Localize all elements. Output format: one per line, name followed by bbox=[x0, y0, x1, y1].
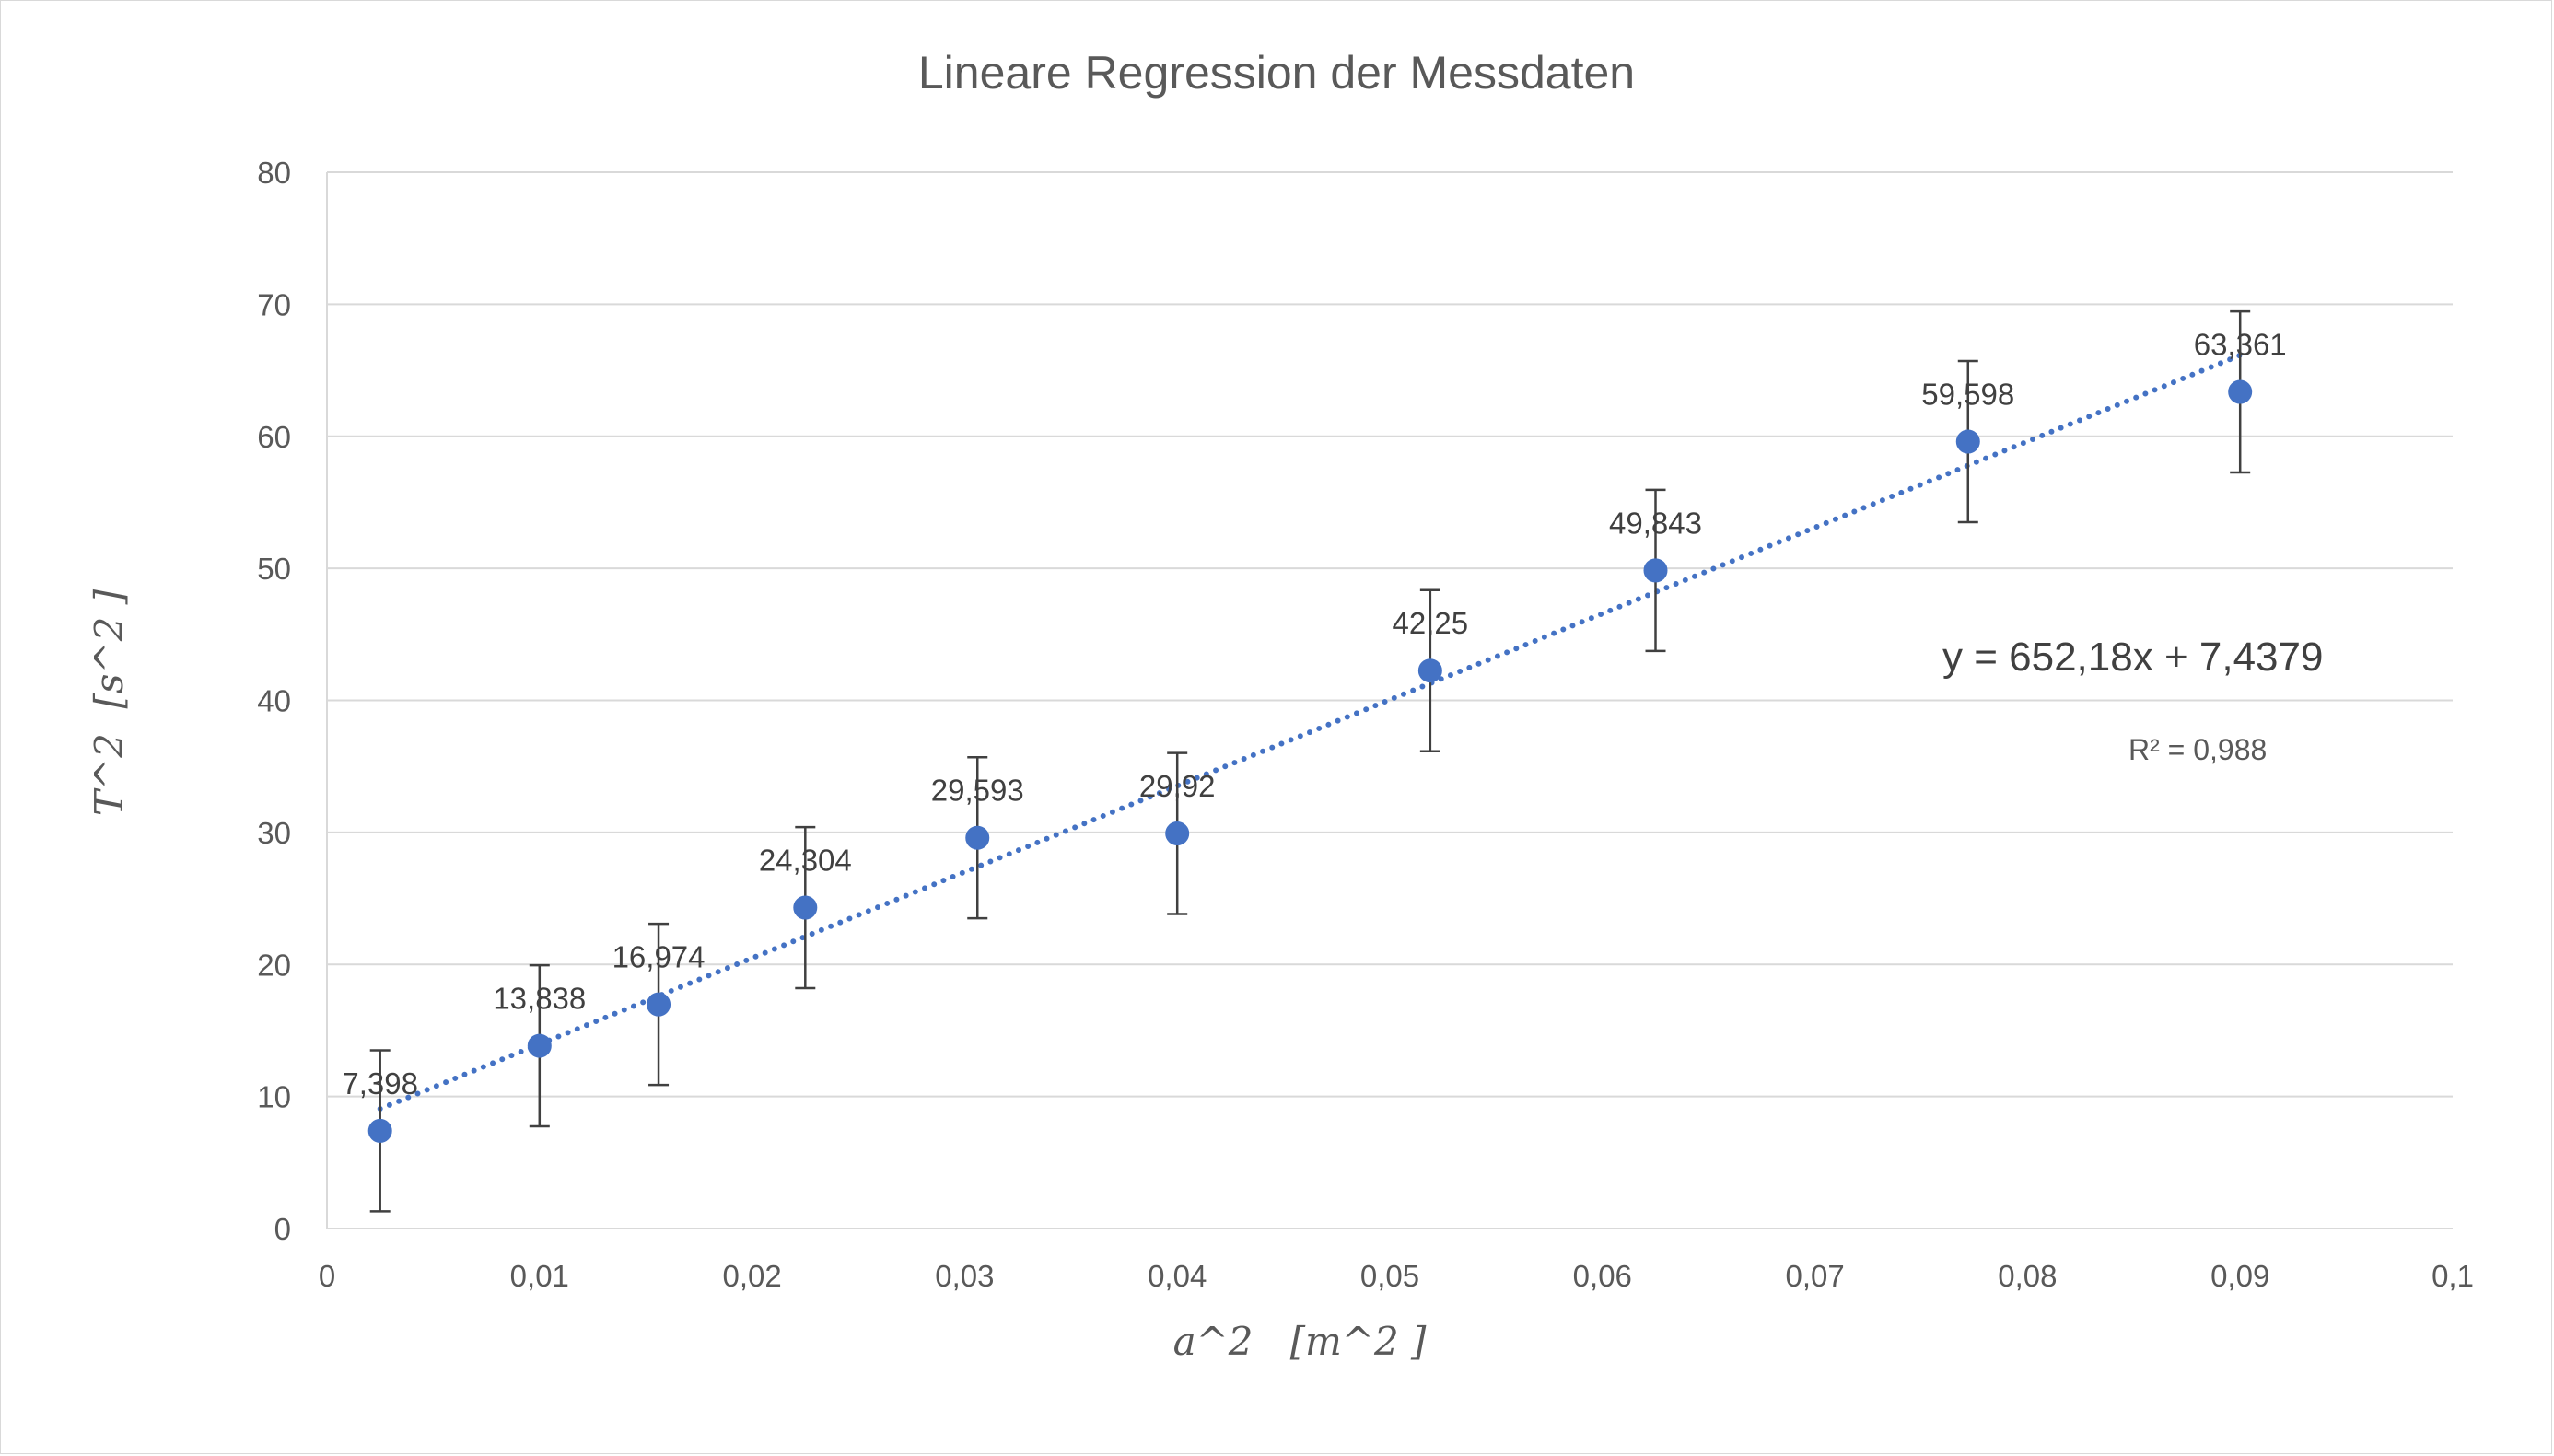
y-tick-label: 70 bbox=[257, 287, 291, 321]
x-tick-label: 0,03 bbox=[935, 1259, 994, 1293]
trendline bbox=[377, 352, 2244, 1112]
y-axis-title: T^2 [s^2 ] bbox=[87, 588, 132, 816]
y-tick-label: 60 bbox=[257, 420, 291, 454]
y-tick-label: 20 bbox=[257, 948, 291, 982]
y-tick-label: 10 bbox=[257, 1080, 291, 1114]
data-point bbox=[965, 825, 990, 850]
data-points bbox=[367, 379, 2253, 1143]
axes bbox=[326, 172, 2453, 1229]
x-tick-label: 0,07 bbox=[1785, 1259, 1844, 1293]
y-tick-label: 80 bbox=[257, 156, 291, 190]
x-tick-label: 0,05 bbox=[1360, 1259, 1419, 1293]
data-point bbox=[1643, 558, 1668, 583]
data-label: 13,838 bbox=[493, 982, 586, 1016]
data-label: 29,593 bbox=[931, 774, 1024, 808]
y-tick-labels: 0 10 20 30 40 50 60 70 80 bbox=[257, 156, 291, 1246]
x-tick-label: 0 bbox=[319, 1259, 335, 1293]
r-squared-label: R² = 0,988 bbox=[2128, 733, 2267, 766]
trendline-line bbox=[377, 352, 2244, 1112]
x-tick-label: 0,02 bbox=[722, 1259, 781, 1293]
x-tick-label: 0,06 bbox=[1573, 1259, 1632, 1293]
data-point bbox=[527, 1033, 552, 1058]
data-label: 7,398 bbox=[342, 1066, 418, 1101]
x-axis-title: a^2 [m^2 ] bbox=[1173, 1319, 1427, 1364]
data-label: 29,92 bbox=[1139, 769, 1216, 803]
x-tick-label: 0,04 bbox=[1148, 1259, 1207, 1293]
y-tick-label: 0 bbox=[274, 1212, 291, 1246]
x-tick-label: 0,01 bbox=[510, 1259, 569, 1293]
data-point bbox=[367, 1118, 392, 1143]
data-point bbox=[1417, 658, 1442, 683]
data-point bbox=[2228, 379, 2253, 404]
data-label: 63,361 bbox=[2194, 328, 2287, 362]
data-label: 24,304 bbox=[759, 844, 852, 878]
data-point bbox=[793, 895, 818, 920]
y-tick-label: 40 bbox=[257, 684, 291, 718]
x-tick-label: 0,09 bbox=[2210, 1259, 2269, 1293]
data-label: 42,25 bbox=[1393, 606, 1469, 640]
chart-title: Lineare Regression der Messdaten bbox=[918, 47, 1635, 99]
data-point bbox=[1165, 821, 1190, 846]
x-tick-label: 0,1 bbox=[2432, 1259, 2474, 1293]
data-label: 59,598 bbox=[1921, 378, 2014, 412]
gridlines bbox=[327, 171, 2453, 1098]
data-point bbox=[647, 992, 671, 1017]
x-tick-label: 0,08 bbox=[1998, 1259, 2057, 1293]
data-labels: 7,398 13,838 16,974 24,304 29,593 29,92 42,25 4… bbox=[342, 328, 2286, 1101]
y-tick-label: 50 bbox=[257, 552, 291, 586]
data-label: 49,843 bbox=[1609, 506, 1702, 540]
data-point bbox=[1955, 429, 1980, 454]
trendline-equation: y = 652,18x + 7,4379 bbox=[1942, 635, 2323, 680]
y-tick-label: 30 bbox=[257, 816, 291, 850]
data-label: 16,974 bbox=[612, 940, 706, 974]
x-tick-labels: 0 0,01 0,02 0,03 0,04 0,05 0,06 0,07 0,08 0,09 0,1 bbox=[319, 1259, 2474, 1293]
